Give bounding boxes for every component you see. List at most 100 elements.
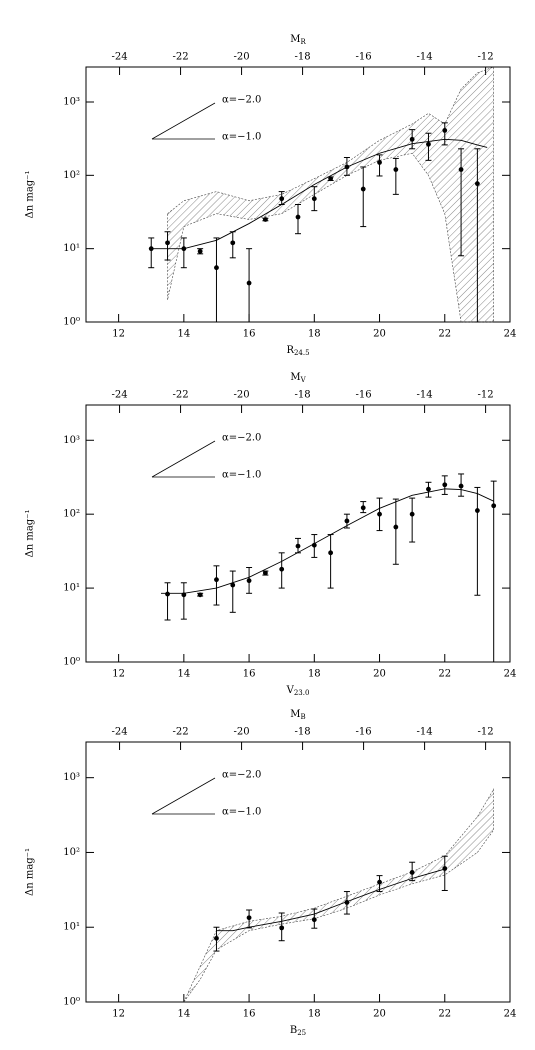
x-tick-label: 14	[177, 329, 190, 340]
data-point	[295, 214, 301, 220]
x-axis-label-sub: 23.0	[294, 689, 310, 697]
y-axis-label: Δn mag⁻¹	[25, 848, 36, 896]
data-point	[328, 176, 334, 182]
data-point	[344, 899, 350, 905]
x-tick-label: 12	[112, 1009, 125, 1020]
x2-tick-label: -18	[295, 390, 311, 401]
data-point	[311, 917, 317, 923]
x2-tick-label: -16	[356, 390, 372, 401]
x2-tick-label: -22	[173, 52, 189, 63]
data-point	[409, 136, 415, 142]
data-point	[458, 483, 464, 489]
data-point	[442, 127, 448, 133]
fit-line	[161, 488, 494, 594]
panel: 12 14 16 18 20 22 24 -24 -22 -20 -18 -16 -14 -12 10⁰ 10…	[25, 372, 517, 698]
x-tick-label: 16	[243, 669, 256, 680]
x-tick-label: 24	[504, 1009, 517, 1020]
data-point	[279, 566, 285, 572]
plot-frame	[85, 404, 511, 663]
x2-axis-label-main: M	[290, 709, 300, 720]
x-axis-label: V23.0	[286, 685, 310, 698]
x2-axis-label: MB	[290, 709, 305, 722]
x-axis-label-sub: 24.5	[294, 349, 310, 357]
x2-axis-label: MR	[290, 34, 306, 47]
plot-frame	[85, 66, 511, 323]
x2-tick-label: -24	[111, 390, 127, 401]
x-tick-label: 24	[504, 329, 517, 340]
x-tick-label: 22	[438, 329, 451, 340]
data-point	[197, 592, 203, 598]
data-point	[230, 240, 236, 246]
data-point	[214, 265, 219, 271]
x2-axis-label-sub: V	[300, 376, 307, 384]
x-tick-label: 18	[308, 669, 321, 680]
data-point	[165, 591, 170, 597]
data-point	[360, 186, 366, 192]
y-tick-label: 10³	[63, 96, 80, 107]
data-point	[246, 578, 252, 584]
x2-tick-label: -24	[111, 727, 127, 738]
y-tick-label: 10³	[63, 435, 80, 446]
y-tick-label: 10²	[63, 847, 80, 858]
y-tick-label: 10¹	[63, 922, 80, 933]
x2-tick-label: -14	[417, 52, 433, 63]
x-tick-label: 18	[308, 329, 321, 340]
x-tick-label: 14	[177, 669, 190, 680]
data-point	[311, 196, 317, 202]
data-point	[279, 925, 285, 931]
x2-tick-label: -24	[111, 52, 127, 63]
data-point	[474, 508, 480, 513]
data-point	[181, 592, 187, 598]
data-point	[474, 181, 480, 187]
data-point	[377, 511, 382, 517]
panel: 12 14 16 18 20 22 24 -24 -22 -20 -18 -16 -14 -12 10⁰ 10…	[25, 709, 517, 1038]
x2-tick-label: -18	[295, 52, 311, 63]
y-tick-label: 10⁰	[63, 317, 80, 328]
data-point	[246, 915, 252, 921]
uncertainty-band	[183, 788, 494, 1003]
x-axis-label-main: V	[286, 685, 295, 696]
data-point	[246, 280, 252, 286]
slope-line	[151, 440, 216, 478]
x2-tick-label: -18	[295, 727, 311, 738]
x2-tick-label: -14	[417, 727, 433, 738]
data-point	[442, 482, 448, 488]
data-point	[262, 570, 268, 576]
data-point	[214, 577, 219, 583]
x2-tick-label: -16	[356, 52, 372, 63]
y-tick-label: 10¹	[63, 583, 80, 594]
x-tick-label: 16	[243, 329, 256, 340]
data-point	[165, 240, 170, 246]
data-point	[360, 505, 366, 511]
data-point	[491, 503, 497, 509]
data-point	[458, 167, 464, 172]
x-axis-label: B25	[290, 1025, 306, 1038]
data-point	[311, 542, 317, 548]
x-axis-label: R24.5	[286, 345, 309, 358]
data-point	[262, 217, 268, 222]
annotation: α=−2.0	[222, 433, 261, 444]
x2-tick-label: -20	[234, 727, 250, 738]
x2-tick-label: -12	[478, 727, 494, 738]
data-point	[393, 167, 399, 172]
data-point	[197, 248, 203, 254]
data-point	[409, 870, 415, 875]
x-tick-label: 14	[177, 1009, 190, 1020]
data-point	[426, 486, 431, 492]
data-point	[230, 582, 236, 588]
x-tick-label: 22	[438, 669, 451, 680]
x2-tick-label: -16	[356, 727, 372, 738]
data-point	[344, 164, 350, 170]
x-axis-label-main: R	[286, 345, 294, 356]
x2-axis-label-sub: R	[300, 38, 306, 46]
x2-axis-label-main: M	[290, 34, 300, 45]
x2-tick-label: -12	[478, 52, 494, 63]
x-tick-label: 22	[438, 1009, 451, 1020]
annotation: α=−2.0	[222, 770, 261, 781]
slope-line	[151, 102, 216, 140]
y-tick-label: 10¹	[63, 243, 80, 254]
y-tick-label: 10²	[63, 170, 80, 181]
plot-frame	[85, 741, 511, 1003]
data-point	[409, 511, 415, 517]
x-tick-label: 20	[373, 1009, 386, 1020]
